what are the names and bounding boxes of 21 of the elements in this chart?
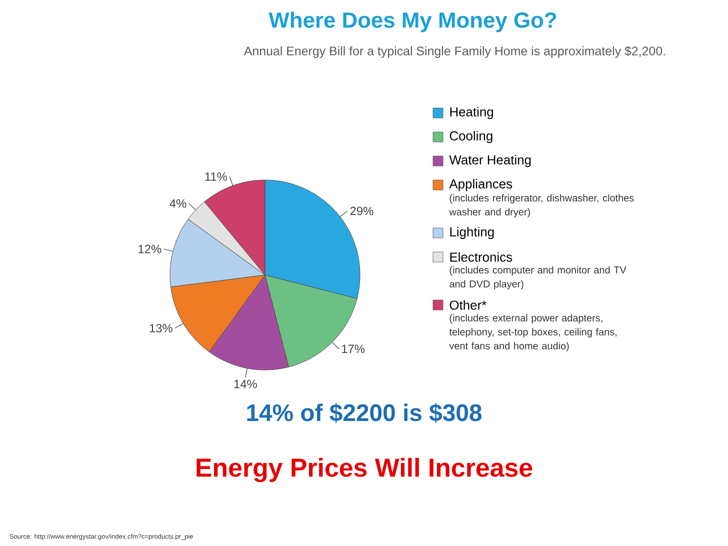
text: (includes external power adapters, telephony, set-top boxes, ceiling fans, vent fans and home audio) <box>449 314 616 352</box>
text: (includes computer and monitor and TV and DVD player) <box>450 266 626 290</box>
legend-label: Appliances <box>449 178 512 192</box>
text: (includes refrigerator, dishwasher, clothes washer and dryer) <box>449 194 634 218</box>
legend-label: Other* <box>450 300 486 310</box>
text: 14% of $2200 is $308 <box>247 403 482 423</box>
data-label: 13% <box>150 324 172 332</box>
legend-label: Cooling <box>450 130 492 144</box>
data-label: 17% <box>342 344 365 354</box>
data-label: 14% <box>234 380 257 388</box>
legend-label: Heating <box>450 106 494 120</box>
chart-subtitle: Annual Energy Bill for a typical Single Family Home is approximately $2,200. <box>244 46 665 58</box>
text: Energy Prices Will Increase <box>196 458 532 482</box>
chart-title: Where Does My Money Go? <box>268 12 556 32</box>
data-label: 4% <box>170 199 186 208</box>
data-label: 11% <box>205 172 227 181</box>
data-label: 29% <box>350 206 374 216</box>
legend-label: Water Heating <box>449 154 531 168</box>
data-label: 12% <box>138 244 162 254</box>
legend-label: Electronics <box>450 252 512 262</box>
legend-label: Lighting <box>450 226 494 240</box>
